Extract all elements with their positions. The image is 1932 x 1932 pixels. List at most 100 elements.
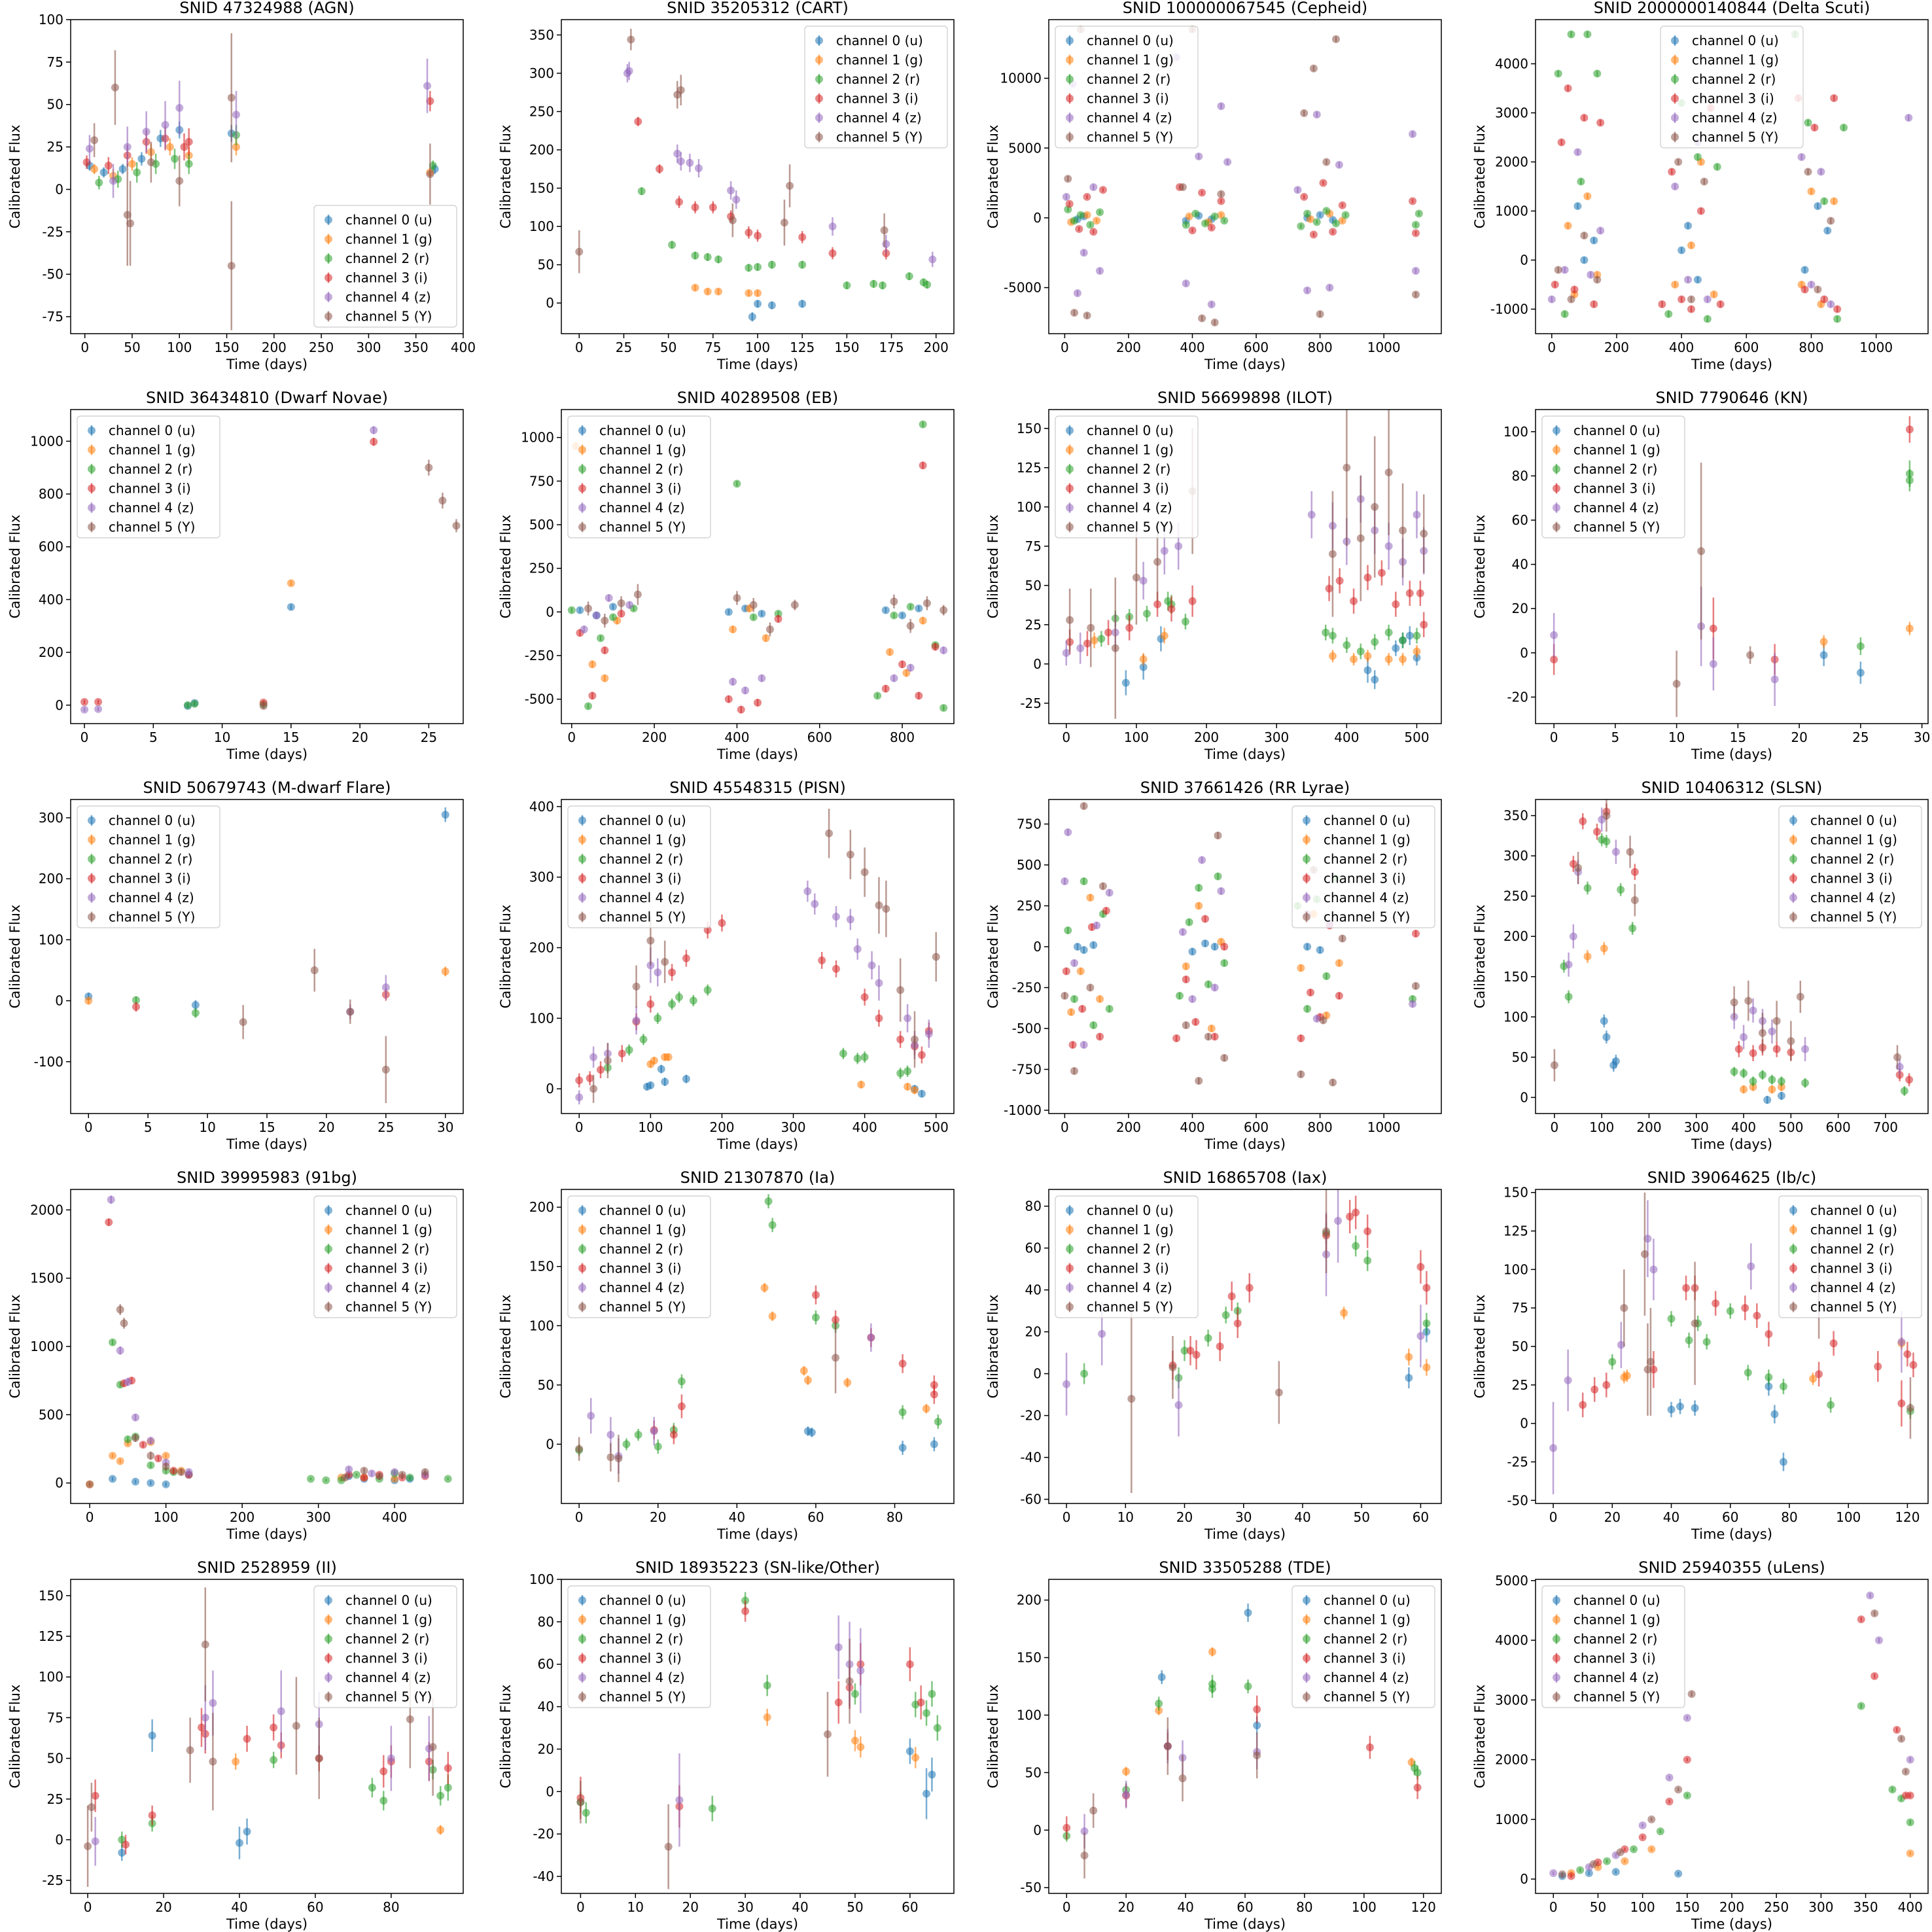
data-point	[676, 157, 685, 166]
data-point	[1630, 896, 1639, 904]
data-point	[1580, 232, 1589, 239]
data-point	[691, 283, 699, 292]
data-point	[1384, 542, 1393, 550]
data-point	[1083, 639, 1091, 648]
data-point	[341, 1473, 349, 1482]
legend-label: channel 0 (u)	[1324, 813, 1411, 828]
x-axis-label: Time (days)	[226, 746, 307, 762]
data-point	[703, 253, 712, 261]
data-point	[1741, 1304, 1749, 1312]
data-point	[1600, 1017, 1608, 1025]
data-point	[1132, 573, 1140, 582]
legend-label: channel 1 (g)	[1324, 1612, 1411, 1628]
data-point	[1819, 637, 1828, 646]
x-tick-label: 250	[1764, 1899, 1789, 1915]
data-point	[765, 625, 774, 633]
data-point	[1713, 163, 1721, 171]
subplot-title: SNID 10406312 (SLSN)	[1642, 779, 1823, 797]
x-tick-label: 400	[1180, 340, 1204, 355]
data-point	[109, 1338, 117, 1346]
data-point	[1693, 153, 1702, 161]
data-point	[1800, 266, 1809, 274]
legend-frame	[1055, 26, 1199, 149]
data-point	[601, 646, 609, 654]
data-point	[798, 233, 807, 241]
legend-label: channel 1 (g)	[1087, 52, 1174, 68]
data-point	[1573, 148, 1582, 156]
y-axis-label: Calibrated Flux	[1472, 905, 1488, 1009]
data-point	[1297, 964, 1305, 972]
data-point	[1363, 652, 1372, 660]
data-point	[878, 281, 887, 290]
data-point	[664, 1053, 673, 1061]
x-tick-label: 50	[1590, 1899, 1606, 1915]
data-point	[1163, 1742, 1172, 1750]
legend-label: channel 3 (i)	[1324, 871, 1406, 887]
data-point	[1765, 1382, 1773, 1391]
data-point	[1223, 158, 1232, 166]
x-tick-label: 0	[80, 340, 89, 355]
legend: channel 0 (u) channel 1 (g) channel 2 (r) c…	[567, 1585, 711, 1708]
legend-label: channel 4 (z)	[1573, 500, 1659, 516]
data-point	[1630, 868, 1639, 876]
data-point	[898, 1408, 907, 1416]
data-point	[1303, 1005, 1312, 1013]
plot-area	[567, 420, 948, 714]
legend-label: channel 3 (i)	[599, 1261, 682, 1276]
axes-frame	[1535, 799, 1929, 1114]
data-point	[1576, 1866, 1585, 1874]
legend-label: channel 2 (r)	[1810, 851, 1894, 867]
data-point	[733, 480, 741, 488]
data-point	[1740, 1069, 1748, 1078]
data-point	[270, 1756, 278, 1765]
data-point	[1777, 1077, 1785, 1085]
data-point	[1710, 290, 1718, 298]
data-point	[1703, 295, 1712, 304]
data-point	[904, 1014, 912, 1023]
data-point	[132, 1413, 140, 1422]
data-point	[1214, 872, 1222, 881]
y-tick-label: 0	[1520, 645, 1528, 661]
data-point	[733, 594, 741, 602]
data-point	[724, 695, 733, 703]
data-point	[162, 1480, 170, 1488]
y-tick-label: 1000	[30, 1339, 63, 1354]
y-tick-label: 50	[47, 97, 63, 113]
legend-label: channel 1 (g)	[1324, 832, 1411, 848]
data-point	[1674, 1785, 1683, 1794]
data-point	[627, 35, 635, 44]
data-point	[86, 1480, 94, 1488]
y-tick-label: 25	[47, 139, 63, 155]
data-point	[1685, 1336, 1693, 1344]
y-axis-label: Calibrated Flux	[1472, 515, 1488, 619]
data-point	[1062, 967, 1070, 975]
x-tick-label: 60	[1413, 1509, 1429, 1525]
data-point	[811, 900, 819, 908]
data-point	[1413, 647, 1421, 656]
data-point	[310, 966, 319, 974]
data-point	[120, 1319, 128, 1327]
legend-label: channel 2 (r)	[599, 851, 683, 867]
legend-swatch-marker	[1066, 465, 1074, 473]
data-point	[1160, 631, 1168, 640]
data-point	[118, 1848, 126, 1857]
data-point	[1590, 236, 1598, 245]
y-axis-label: Calibrated Flux	[985, 1685, 1001, 1789]
data-point	[1747, 1262, 1755, 1271]
data-point	[597, 634, 605, 642]
data-point	[634, 117, 642, 126]
data-point	[1416, 1263, 1425, 1271]
data-point	[1204, 1032, 1212, 1041]
data-point	[1244, 1608, 1252, 1617]
data-point	[940, 704, 948, 712]
y-tick-label: 300	[1503, 848, 1528, 864]
data-point	[1064, 175, 1072, 183]
data-point	[184, 137, 193, 146]
data-point	[1405, 589, 1414, 597]
data-point	[1201, 940, 1210, 947]
y-tick-label: 100	[39, 932, 63, 947]
legend-swatch-marker	[1671, 114, 1679, 122]
data-point	[1343, 463, 1351, 472]
data-point	[1734, 1045, 1743, 1053]
x-tick-label: 300	[1808, 1899, 1833, 1915]
